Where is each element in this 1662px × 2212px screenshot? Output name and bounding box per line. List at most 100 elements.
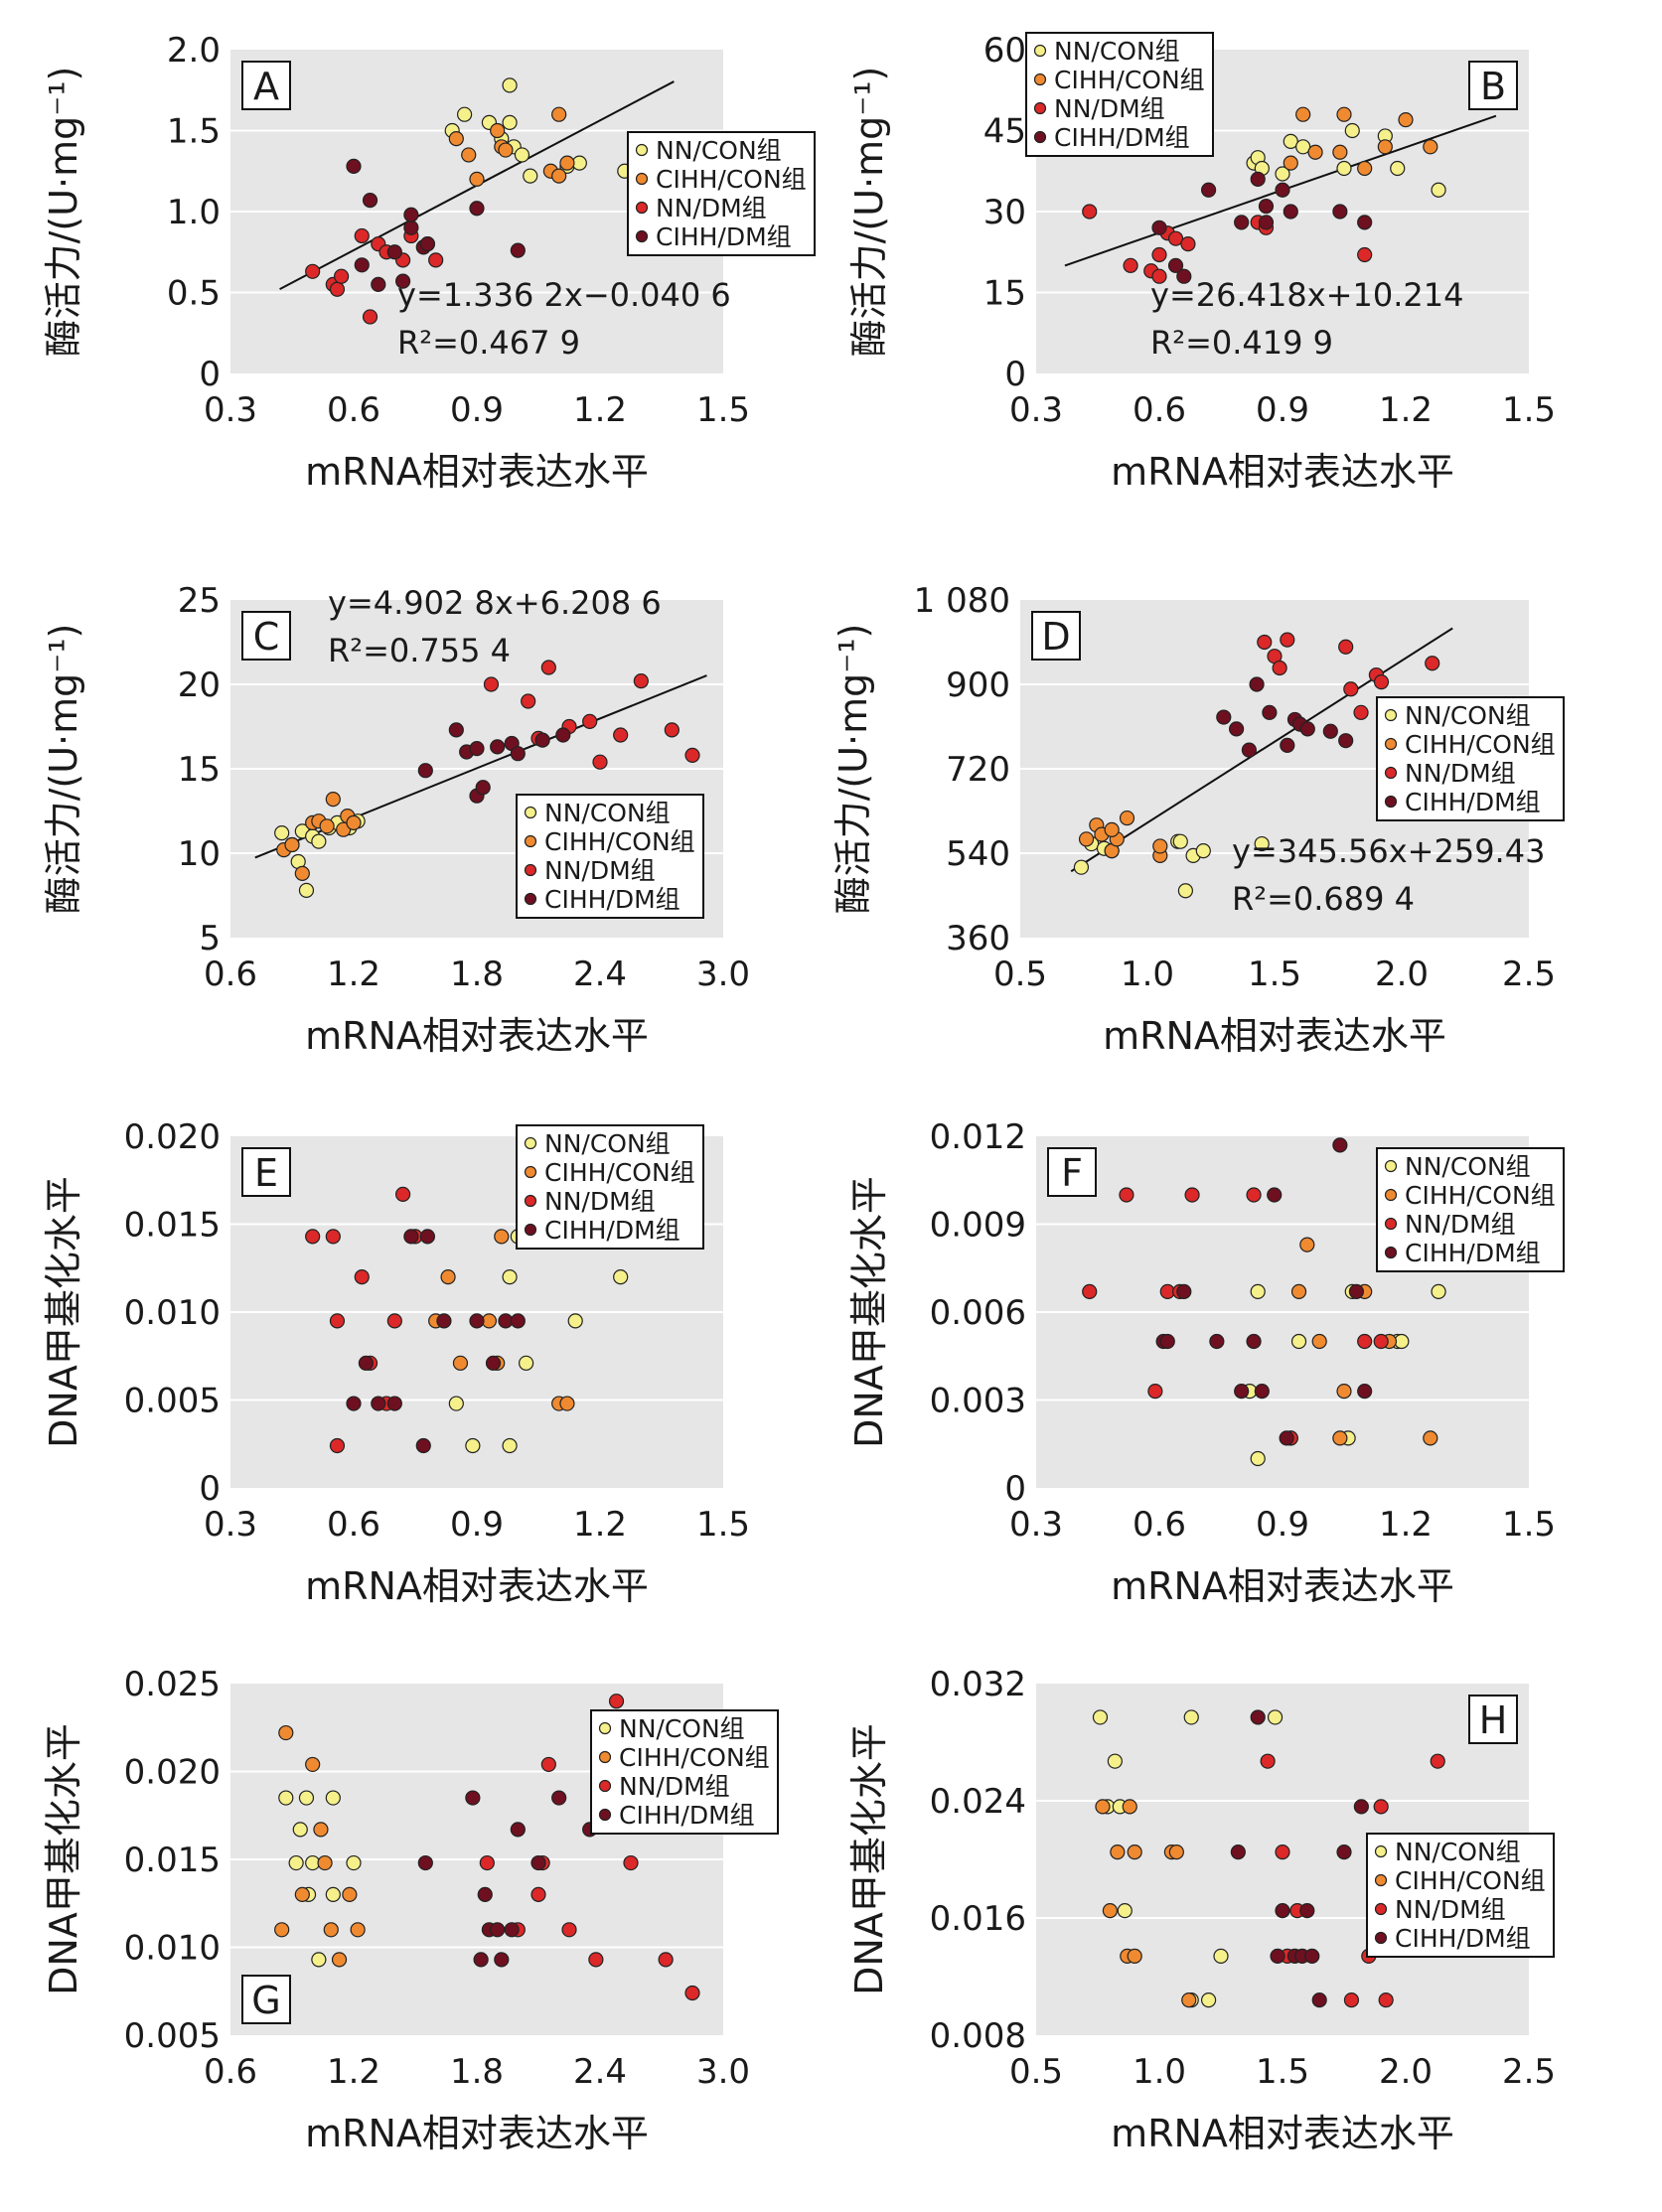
data-point [494,1229,510,1245]
y-tick-label: 0.003 [930,1382,1026,1421]
data-point [1119,810,1135,826]
legend-entry: CIHH/DM组 [544,1216,680,1245]
data-point [294,865,310,882]
legend-box [590,1709,779,1835]
data-point [1343,681,1359,697]
legend-entry: CIHH/CON组 [544,1158,695,1187]
x-tick-label: 3.0 [696,2052,750,2092]
x-tick-label: 3.0 [696,955,750,994]
data-point [1200,1991,1217,2008]
fit-r-squared: R²=0.419 9 [1150,324,1333,362]
data-point [613,727,629,743]
data-point [1184,1187,1200,1203]
legend-box [1025,32,1214,157]
data-point [1431,182,1446,198]
y-tick-label: 0 [1004,355,1026,394]
legend-entry: CIHH/CON组 [1395,1866,1546,1895]
data-point [1299,1903,1315,1919]
data-point [1102,1903,1119,1919]
data-point [440,1268,456,1285]
data-point [1167,257,1184,273]
data-point [419,236,435,252]
data-point [502,77,518,93]
data-point [592,754,608,770]
legend-marker [1384,795,1398,809]
data-point [521,693,536,709]
legend-marker [1374,1931,1388,1945]
data-point [1250,1450,1266,1467]
data-point [551,1790,567,1806]
legend-box [1376,1147,1565,1272]
data-point [559,155,575,171]
data-point [1257,634,1273,651]
data-point [479,1854,495,1871]
legend-entry: CIHH/CON组 [1405,730,1556,759]
y-tick-label: 60 [983,31,1026,71]
data-point [346,1396,362,1411]
data-point [1332,144,1348,160]
y-tick-label: 0.5 [167,274,221,314]
data-point [1147,1384,1163,1400]
data-point [1234,215,1250,230]
data-point [1260,1753,1276,1769]
data-point [346,1854,362,1871]
data-point [1275,1844,1290,1860]
data-point [490,122,506,139]
data-point [325,791,341,808]
y-tick-label: 900 [946,665,1010,705]
x-tick-label: 1.0 [1133,2052,1186,2092]
data-point [1377,139,1393,155]
data-point [448,722,464,738]
data-point [559,1396,575,1411]
data-point [490,739,506,755]
y-tick-label: 0.006 [930,1293,1026,1333]
legend-marker [524,863,537,877]
data-point [386,244,402,260]
panel-letter-box [241,1147,291,1197]
x-tick-label: 1.2 [327,2052,380,2092]
data-point [386,1396,402,1411]
legend-entry: NN/CON组 [656,136,782,165]
x-tick-label: 1.5 [696,1505,750,1545]
data-point [1246,1187,1262,1203]
data-point [342,1886,358,1903]
legend-box [627,131,816,256]
data-point [1151,220,1167,235]
legend-entry: CIHH/DM组 [1405,1239,1541,1267]
legend-marker [524,1165,537,1179]
y-tick-label: 0.012 [930,1117,1026,1157]
x-tick-label: 0.3 [1009,1505,1063,1545]
data-point [1290,1283,1307,1299]
data-point [319,818,335,834]
x-axis-title: mRNA相对表达水平 [1103,1014,1446,1058]
legend-entry: NN/DM组 [1395,1895,1506,1924]
data-point [1262,704,1278,720]
data-point [1082,1283,1098,1299]
x-tick-label: 1.2 [573,390,627,430]
x-tick-label: 0.5 [993,955,1047,994]
data-point [477,1886,493,1903]
legend-box [1366,1833,1555,1958]
data-point [417,1854,433,1871]
x-tick-label: 0.6 [204,955,257,994]
y-tick-label: 0.008 [930,2016,1026,2056]
panel-letter: F [1061,1151,1083,1195]
y-tick-label: 720 [946,750,1010,790]
data-point [448,131,464,147]
data-point [1373,1333,1389,1350]
x-tick-label: 1.2 [1379,1505,1433,1545]
data-point [1200,182,1217,198]
data-point [1216,709,1232,725]
data-point [1250,171,1266,187]
legend-box [516,794,704,919]
data-point [510,746,526,762]
x-axis-title: mRNA相对表达水平 [305,1564,649,1608]
y-axis-title: 酶活力/(U·mg⁻¹) [831,624,875,915]
data-point [1332,204,1348,220]
data-point [329,1437,346,1454]
legend-marker [635,201,649,215]
legend-marker [1374,1873,1388,1887]
data-point [403,1229,419,1245]
panel-c: 5 10 15 20 25 0.6 1.2 1.8 2.4 3.0 mRNA相对表达水平 酶活力/(U… [42,581,750,1058]
